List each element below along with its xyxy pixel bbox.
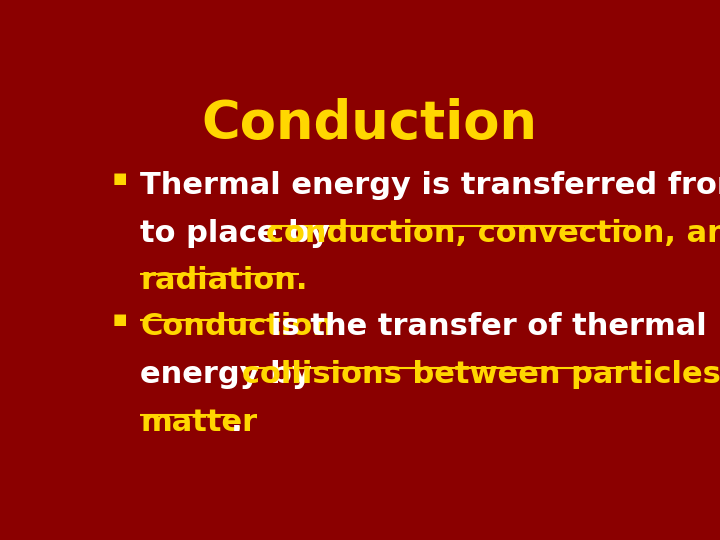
Text: ■: ■ <box>112 171 127 186</box>
Text: collisions between particles in: collisions between particles in <box>242 360 720 389</box>
Text: matter: matter <box>140 408 257 437</box>
Text: Conduction: Conduction <box>201 98 537 150</box>
Text: energy by: energy by <box>140 360 323 389</box>
Text: conduction, convection, and: conduction, convection, and <box>266 219 720 248</box>
Text: .: . <box>231 408 243 437</box>
Text: radiation.: radiation. <box>140 266 307 295</box>
Text: Thermal energy is transferred from place: Thermal energy is transferred from place <box>140 171 720 200</box>
Text: ■: ■ <box>112 312 127 327</box>
Text: Conduction: Conduction <box>140 312 334 341</box>
Text: is the transfer of thermal: is the transfer of thermal <box>271 312 707 341</box>
Text: to place by: to place by <box>140 219 341 248</box>
